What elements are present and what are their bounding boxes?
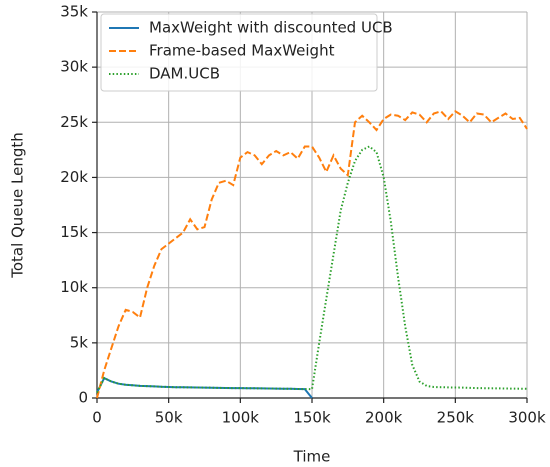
x-tick-label: 0	[92, 409, 102, 427]
y-tick-label: 20k	[60, 168, 88, 186]
y-tick-label: 35k	[60, 3, 88, 21]
y-tick-label: 5k	[70, 333, 89, 351]
x-axis-label: Time	[293, 448, 331, 466]
legend-label: DAM.UCB	[149, 65, 220, 83]
x-tick-label: 250k	[437, 409, 475, 427]
y-tick-label: 10k	[60, 278, 88, 296]
y-tick-label: 15k	[60, 223, 88, 241]
x-tick-label: 200k	[365, 409, 403, 427]
y-tick-label: 25k	[60, 113, 88, 131]
legend-label: Frame-based MaxWeight	[149, 42, 335, 60]
legend-box	[100, 13, 378, 92]
x-tick-label: 300k	[508, 409, 546, 427]
y-tick-label: 30k	[60, 58, 88, 76]
series-line	[96, 145, 528, 393]
legend-label: MaxWeight with discounted UCB	[149, 19, 393, 37]
x-tick-label: 100k	[222, 409, 260, 427]
y-tick-label: 0	[78, 389, 88, 407]
y-axis-label: Total Queue Length	[9, 132, 27, 279]
series-line	[96, 110, 528, 399]
x-tick-label: 50k	[155, 409, 183, 427]
x-tick-label: 150k	[293, 409, 331, 427]
